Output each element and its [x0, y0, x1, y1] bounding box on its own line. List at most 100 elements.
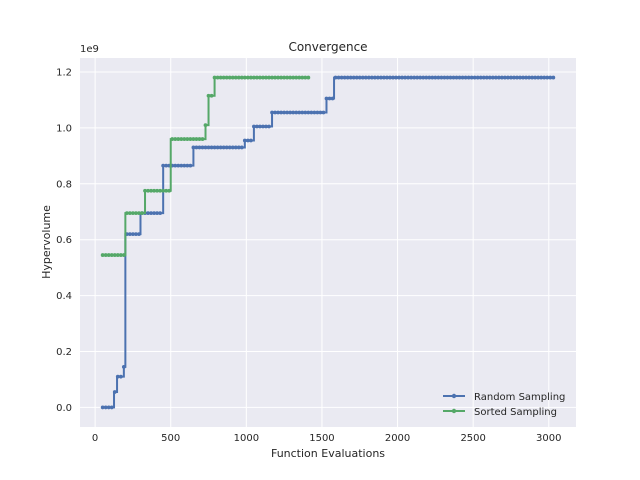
data-point: [357, 75, 362, 80]
data-point: [158, 211, 163, 216]
data-point: [427, 75, 432, 80]
data-point: [258, 75, 262, 80]
data-point: [415, 75, 420, 80]
data-point: [218, 75, 223, 80]
data-point: [342, 75, 347, 80]
data-point: [487, 75, 492, 80]
data-point: [445, 75, 450, 80]
data-point: [454, 75, 459, 80]
data-point: [124, 211, 129, 216]
y-axis-label: Hypervolume: [40, 205, 53, 279]
data-point: [103, 253, 108, 257]
data-point: [500, 75, 504, 80]
data-point: [221, 75, 226, 80]
data-point: [191, 137, 196, 141]
data-point: [164, 163, 169, 168]
data-point: [176, 137, 181, 141]
legend-label-random: Random Sampling: [474, 392, 565, 403]
data-point: [530, 75, 535, 80]
data-point: [333, 75, 338, 80]
data-point: [336, 75, 341, 80]
data-point: [137, 211, 141, 216]
x-tick-label: 1000: [234, 433, 259, 444]
legend-marker-sorted: [451, 408, 457, 414]
data-point: [106, 253, 111, 257]
data-point: [348, 75, 353, 80]
data-point: [376, 75, 380, 80]
data-point: [248, 75, 253, 80]
data-point: [212, 75, 217, 80]
data-point: [512, 75, 516, 80]
data-point: [493, 75, 498, 80]
data-point: [161, 163, 166, 168]
data-point: [312, 110, 317, 115]
data-point: [264, 75, 268, 80]
data-point: [115, 253, 120, 257]
data-point: [121, 364, 126, 369]
data-point: [233, 75, 238, 80]
data-point: [379, 75, 383, 80]
data-point: [490, 75, 495, 80]
data-point: [109, 253, 114, 257]
data-point: [548, 75, 553, 80]
data-point: [185, 137, 190, 141]
y-tick-label: 0.6: [56, 235, 72, 246]
data-point: [224, 75, 229, 80]
data-point: [339, 75, 344, 80]
data-point: [524, 75, 528, 80]
data-point: [167, 188, 172, 193]
data-point: [306, 75, 311, 80]
data-point: [469, 75, 474, 80]
data-point: [536, 75, 541, 80]
data-point: [115, 374, 120, 379]
data-point: [161, 188, 166, 193]
plot-background: [80, 58, 576, 427]
data-point: [188, 137, 193, 141]
data-point: [300, 110, 305, 115]
data-point: [252, 75, 256, 80]
data-point: [288, 75, 293, 80]
data-point: [224, 145, 229, 150]
data-point: [303, 75, 308, 80]
data-point: [173, 137, 178, 141]
data-point: [291, 75, 296, 80]
data-point: [397, 75, 401, 80]
data-point: [149, 211, 153, 216]
data-point: [448, 75, 453, 80]
data-point: [421, 75, 426, 80]
data-point: [252, 124, 256, 129]
x-tick-label: 3000: [536, 433, 561, 444]
data-point: [176, 163, 181, 168]
data-point: [484, 75, 489, 80]
data-point: [451, 75, 456, 80]
series-sorted-sampling: [100, 75, 311, 257]
data-point: [318, 110, 323, 115]
data-point: [121, 253, 126, 257]
data-point: [412, 75, 417, 80]
data-point: [351, 75, 356, 80]
data-point: [294, 110, 299, 115]
y-scale-multiplier: 1e9: [80, 44, 99, 55]
data-point: [285, 110, 290, 115]
data-point: [155, 211, 160, 216]
data-point: [179, 163, 184, 168]
data-point: [366, 75, 371, 80]
data-point: [291, 110, 296, 115]
legend: Random Sampling Sorted Sampling: [443, 392, 565, 418]
data-point: [103, 405, 108, 410]
y-axis-ticks: 0.0 0.2 0.4 0.6 0.8 1.0 1.2: [56, 67, 72, 413]
data-point: [164, 188, 169, 193]
data-point: [233, 145, 238, 150]
data-point: [218, 145, 223, 150]
data-point: [242, 75, 247, 80]
data-point: [158, 188, 163, 193]
data-point: [279, 75, 284, 80]
data-point: [496, 75, 501, 80]
data-point: [430, 75, 435, 80]
y-tick-label: 0.4: [56, 291, 72, 302]
data-point: [118, 253, 123, 257]
data-point: [545, 75, 550, 80]
data-point: [506, 75, 510, 80]
data-point: [179, 137, 184, 141]
